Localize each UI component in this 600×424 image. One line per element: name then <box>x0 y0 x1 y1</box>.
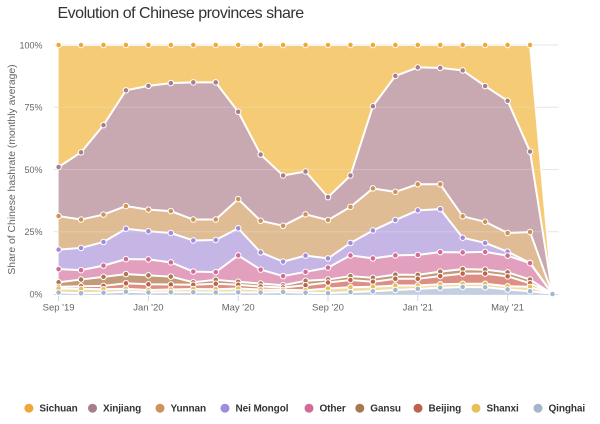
svg-text:Share of Chinese hashrate (mon: Share of Chinese hashrate (monthly avera… <box>7 64 18 274</box>
svg-text:50%: 50% <box>24 165 42 175</box>
svg-text:Yunnan: Yunnan <box>171 404 207 415</box>
svg-text:25%: 25% <box>24 227 42 237</box>
svg-text:Evolution of Chinese provinces: Evolution of Chinese provinces share <box>58 5 305 22</box>
svg-text:100%: 100% <box>19 40 42 50</box>
svg-text:Other: Other <box>320 404 346 415</box>
svg-text:Sep '20: Sep '20 <box>312 303 344 314</box>
svg-text:Beijing: Beijing <box>429 404 462 415</box>
svg-text:Shanxi: Shanxi <box>487 404 520 415</box>
svg-text:Qinghai: Qinghai <box>549 404 586 415</box>
svg-text:Nei Mongol: Nei Mongol <box>236 404 289 415</box>
svg-text:Gansu: Gansu <box>370 404 401 415</box>
svg-text:Xinjiang: Xinjiang <box>103 404 141 415</box>
svg-text:Jan '21: Jan '21 <box>403 303 433 314</box>
svg-text:May '20: May '20 <box>222 303 255 314</box>
svg-text:Jan '20: Jan '20 <box>133 303 163 314</box>
svg-text:May '21: May '21 <box>491 303 524 314</box>
svg-text:Sep '19: Sep '19 <box>43 303 75 314</box>
svg-text:Sichuan: Sichuan <box>39 404 77 415</box>
svg-text:0%: 0% <box>29 289 42 299</box>
svg-text:75%: 75% <box>24 103 42 113</box>
